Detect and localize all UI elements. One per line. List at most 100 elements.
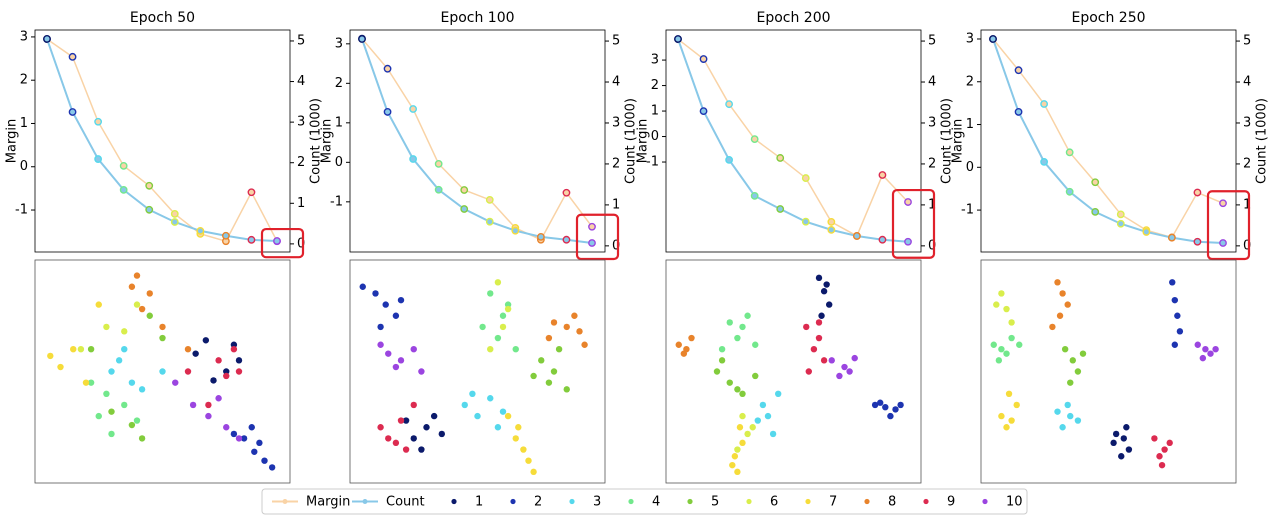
scatter-point bbox=[550, 319, 558, 326]
scatter-point bbox=[530, 468, 537, 476]
legend-marker bbox=[510, 498, 516, 505]
scatter-point bbox=[887, 412, 894, 420]
scatter-point bbox=[841, 363, 848, 371]
scatter-point bbox=[759, 401, 767, 409]
scatter-point bbox=[205, 401, 212, 409]
margin-marker bbox=[434, 160, 443, 168]
scatter-point bbox=[499, 408, 507, 415]
scatter-point bbox=[418, 368, 425, 375]
scatter-point bbox=[1120, 435, 1128, 442]
plot-frame bbox=[665, 259, 922, 484]
scatter-point bbox=[377, 341, 384, 348]
count-marker bbox=[852, 232, 861, 240]
scatter-point bbox=[494, 279, 502, 286]
highlight-box bbox=[575, 213, 620, 261]
margin-marker bbox=[1040, 100, 1049, 108]
margin-marker bbox=[588, 222, 596, 231]
legend-frame bbox=[261, 488, 1028, 515]
y2-tick-label: 3 bbox=[928, 115, 936, 130]
y-axis-label: Margin bbox=[5, 119, 20, 163]
scatter-point bbox=[749, 424, 756, 431]
margin-marker bbox=[485, 195, 494, 204]
scatter-point bbox=[1003, 350, 1010, 357]
scatter-point bbox=[576, 328, 583, 335]
count-marker bbox=[1091, 207, 1100, 216]
count-marker bbox=[878, 235, 887, 244]
scatter-point bbox=[1054, 408, 1061, 415]
scatter-point bbox=[1161, 446, 1168, 453]
scatter-point bbox=[734, 386, 741, 393]
scatter-point bbox=[1059, 424, 1066, 431]
scatter-point bbox=[87, 346, 95, 353]
scatter-point bbox=[998, 412, 1005, 420]
scatter-point bbox=[555, 346, 563, 353]
scatter-point bbox=[990, 341, 997, 348]
count-marker bbox=[562, 235, 571, 244]
y2-tick-label: 0 bbox=[1243, 238, 1251, 253]
y2-tick-label: 4 bbox=[612, 75, 620, 90]
scatter-point bbox=[494, 334, 502, 342]
margin-line bbox=[46, 38, 278, 243]
legend-label: 8 bbox=[888, 495, 896, 510]
scatter-point bbox=[545, 379, 553, 386]
scatter-point bbox=[563, 386, 570, 393]
plot-frame bbox=[665, 29, 922, 253]
margin-marker bbox=[562, 188, 571, 197]
count-marker bbox=[273, 237, 281, 245]
count-marker bbox=[827, 225, 836, 234]
scatter-point bbox=[744, 312, 751, 319]
scatter-point bbox=[159, 323, 166, 331]
y-tick-label: 3 bbox=[20, 29, 28, 44]
scatter-point bbox=[115, 357, 123, 364]
count-marker bbox=[1040, 157, 1049, 166]
scatter-point bbox=[754, 417, 761, 424]
plot-frame bbox=[349, 29, 606, 253]
plot-frame bbox=[980, 29, 1237, 253]
count-marker bbox=[1116, 219, 1125, 228]
margin-line bbox=[677, 38, 909, 238]
scatter-point bbox=[1064, 301, 1071, 308]
scatter-point bbox=[1123, 424, 1130, 431]
margin-line bbox=[361, 38, 593, 241]
scatter-point bbox=[1069, 357, 1077, 364]
scatter-point bbox=[108, 408, 115, 415]
scatter-point bbox=[121, 401, 128, 409]
y-tick-label: 2 bbox=[20, 73, 28, 88]
count-line bbox=[46, 38, 278, 243]
scatter-point bbox=[487, 346, 494, 353]
scatter-point bbox=[504, 305, 512, 313]
scatter-point bbox=[993, 301, 1000, 308]
scatter-point bbox=[95, 301, 102, 308]
scatter-point bbox=[805, 368, 812, 375]
scatter-point bbox=[359, 283, 366, 290]
legend-label: 9 bbox=[947, 495, 955, 510]
scatter-point bbox=[1059, 290, 1066, 297]
scatter-point bbox=[851, 354, 858, 362]
scatter-point bbox=[1067, 379, 1074, 386]
count-marker bbox=[383, 108, 392, 116]
y-tick-label: 1 bbox=[20, 116, 28, 131]
scatter-point bbox=[47, 352, 54, 360]
scatter-point bbox=[1061, 346, 1069, 353]
scatter-point bbox=[184, 368, 192, 375]
scatter-point bbox=[998, 290, 1005, 297]
plot-frame bbox=[34, 29, 291, 253]
scatter-point bbox=[121, 328, 128, 335]
y-tick-label: 2 bbox=[651, 78, 659, 93]
scatter-point bbox=[397, 417, 405, 424]
margin-marker bbox=[1116, 210, 1125, 219]
scatter-point bbox=[571, 312, 578, 319]
count-marker bbox=[1065, 187, 1074, 196]
count-marker bbox=[170, 218, 179, 226]
margin-marker bbox=[750, 135, 759, 143]
legend-label: 2 bbox=[534, 495, 542, 510]
scatter-point bbox=[377, 424, 384, 431]
plot-frame bbox=[34, 259, 291, 484]
highlight-box bbox=[260, 227, 305, 259]
y2-tick-label: 3 bbox=[612, 115, 620, 130]
count-marker bbox=[776, 205, 785, 213]
scatter-point bbox=[230, 430, 238, 438]
y2-tick-label: 5 bbox=[1243, 34, 1251, 49]
y2-tick-label: 4 bbox=[928, 75, 936, 90]
chart-title: Epoch 100 bbox=[440, 10, 514, 26]
